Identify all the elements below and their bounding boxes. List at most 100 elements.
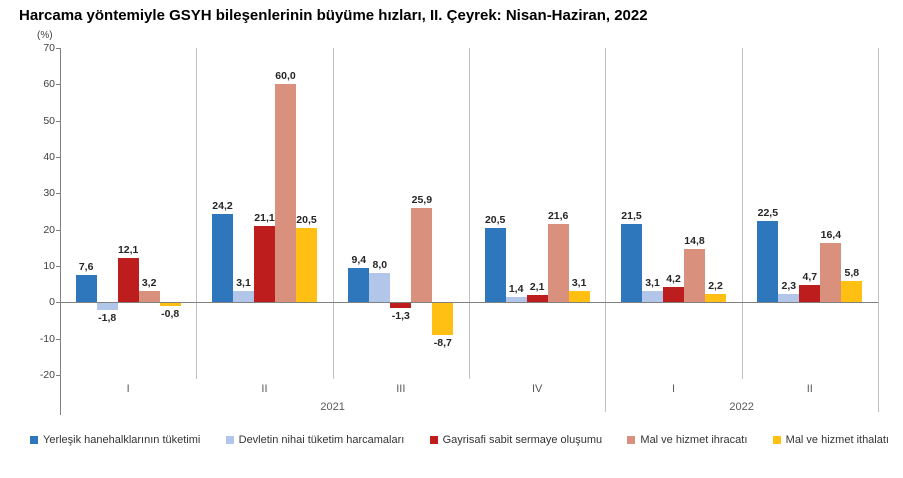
legend-series-label: Devletin nihai tüketim harcamaları: [238, 434, 405, 446]
bar-value-label: 16,4: [820, 228, 842, 241]
bar-series5-group2: [296, 227, 317, 303]
y-tick-label: 40: [43, 151, 55, 163]
bar-value-label: -1,3: [391, 310, 410, 323]
y-tick-label: 50: [43, 114, 55, 127]
y-tick-label: 60: [43, 78, 55, 91]
y-tick-mark: [56, 157, 60, 158]
bar-series1-group1: [75, 274, 97, 303]
legend-marker-swatch: [627, 436, 636, 444]
bar-series1-group2: [212, 214, 233, 303]
legend: Yerleşik hanehalklarının tüketimi Devleti…: [30, 434, 889, 446]
legend-item: Mal ve hizmet ihracatı: [627, 434, 747, 446]
bar-series4-group1: [138, 290, 160, 303]
y-tick-mark: [56, 266, 60, 267]
y-tick-label: 70: [43, 42, 55, 54]
bar-series1-group3: [348, 268, 370, 303]
bar-value-label: 3,1: [571, 277, 587, 290]
y-tick-label: -20: [39, 369, 55, 381]
bar-value-label: 5,8: [844, 267, 860, 280]
x-axis-quarter-label: IV: [531, 383, 543, 395]
bar-value-label: 2,3: [781, 279, 797, 292]
bar-value-label: 4,2: [666, 273, 681, 286]
y-tick-mark: [56, 84, 60, 86]
chart-title: Harcama yöntemiyle GSYH bileşenlerinin b…: [19, 7, 648, 24]
bar-value-label: 3,2: [141, 276, 157, 289]
y-tick-label: 10: [43, 260, 55, 272]
bar-value-label: 21,1: [254, 211, 275, 224]
legend-series-label: Gayrisafi sabit sermaye oluşumu: [442, 434, 603, 446]
plot-right-border: [878, 48, 879, 412]
y-tick-label: 30: [43, 187, 55, 200]
bar-value-label: -0,8: [161, 308, 180, 321]
legend-marker-swatch: [429, 436, 438, 444]
x-axis-quarter-label: I: [126, 383, 130, 395]
y-tick-mark: [56, 120, 60, 122]
legend-marker-swatch: [772, 436, 781, 444]
legend-marker-swatch: [225, 436, 234, 444]
legend-series-label: Yerleşik hanehalklarının tüketimi: [43, 434, 201, 446]
group-separator-line: [332, 48, 334, 379]
bar-series2-group1: [96, 303, 118, 310]
bar-series2-group2: [233, 291, 254, 303]
bar-value-label: 2,2: [708, 280, 723, 293]
bar-series2-group4: [505, 297, 527, 303]
bar-series4-group4: [547, 223, 569, 303]
x-axis-year-label: 2021: [320, 401, 345, 413]
y-tick-label: 0: [49, 296, 55, 309]
bar-series4-group2: [275, 84, 296, 303]
legend-item: Mal ve hizmet ithalatı: [772, 434, 889, 446]
bar-series4-group3: [411, 208, 433, 303]
bar-value-label: 20,5: [484, 213, 506, 226]
bar-value-label: 60,0: [275, 70, 296, 83]
bar-series2-group5: [642, 291, 663, 303]
legend-item: Gayrisafi sabit sermaye oluşumu: [429, 434, 603, 446]
x-axis-quarter-label: I: [671, 383, 676, 395]
group-separator-line: [741, 48, 743, 379]
x-axis-year-label: 2022: [729, 401, 754, 413]
bar-series1-group6: [757, 220, 779, 303]
bar-series3-group3: [390, 303, 412, 309]
bar-series5-group1: [159, 303, 181, 307]
bar-series3-group1: [117, 258, 139, 303]
bar-value-label: 14,8: [684, 234, 705, 247]
legend-marker-swatch: [30, 436, 38, 444]
y-tick-mark: [56, 338, 60, 340]
bar-value-label: -1,8: [98, 311, 117, 324]
bar-series5-group4: [568, 291, 590, 303]
bar-value-label: -8,7: [433, 336, 452, 349]
bar-series4-group6: [820, 242, 842, 303]
y-tick-label: -10: [39, 332, 55, 345]
bar-series5-group3: [432, 303, 454, 335]
bar-value-label: 4,7: [802, 271, 818, 284]
y-tick-mark: [56, 302, 60, 304]
x-axis-quarter-label: II: [806, 383, 813, 395]
bar-value-label: 3,1: [236, 277, 251, 290]
bar-series1-group5: [621, 224, 642, 303]
bar-series3-group6: [799, 285, 821, 303]
legend-series-label: Mal ve hizmet ihracatı: [640, 434, 748, 446]
bar-value-label: 9,4: [351, 254, 367, 267]
zero-baseline: [60, 302, 878, 304]
bar-series3-group4: [526, 294, 548, 303]
legend-item: Devletin nihai tüketim harcamaları: [225, 434, 405, 446]
bar-value-label: 1,4: [508, 283, 524, 296]
bar-value-label: 20,5: [296, 213, 317, 226]
y-tick-label: 20: [43, 223, 55, 236]
legend-series-label: Mal ve hizmet ithalatı: [785, 434, 889, 446]
bar-value-label: 3,1: [645, 277, 660, 290]
bar-value-label: 2,1: [529, 280, 545, 293]
y-tick-mark: [56, 375, 60, 376]
bar-series1-group4: [484, 227, 506, 303]
y-tick-mark: [56, 193, 60, 195]
bar-value-label: 25,9: [411, 194, 433, 207]
y-axis-line: [60, 48, 61, 415]
bar-series2-group6: [778, 293, 800, 303]
bar-value-label: 12,1: [117, 244, 139, 257]
bar-value-label: 21,6: [547, 209, 569, 222]
group-separator-line: [469, 48, 470, 379]
year-divider-line: [605, 48, 607, 412]
legend-item: Yerleşik hanehalklarının tüketimi: [30, 434, 200, 446]
group-separator-line: [196, 48, 198, 379]
bar-value-label: 22,5: [757, 206, 779, 219]
y-tick-mark: [56, 48, 60, 49]
